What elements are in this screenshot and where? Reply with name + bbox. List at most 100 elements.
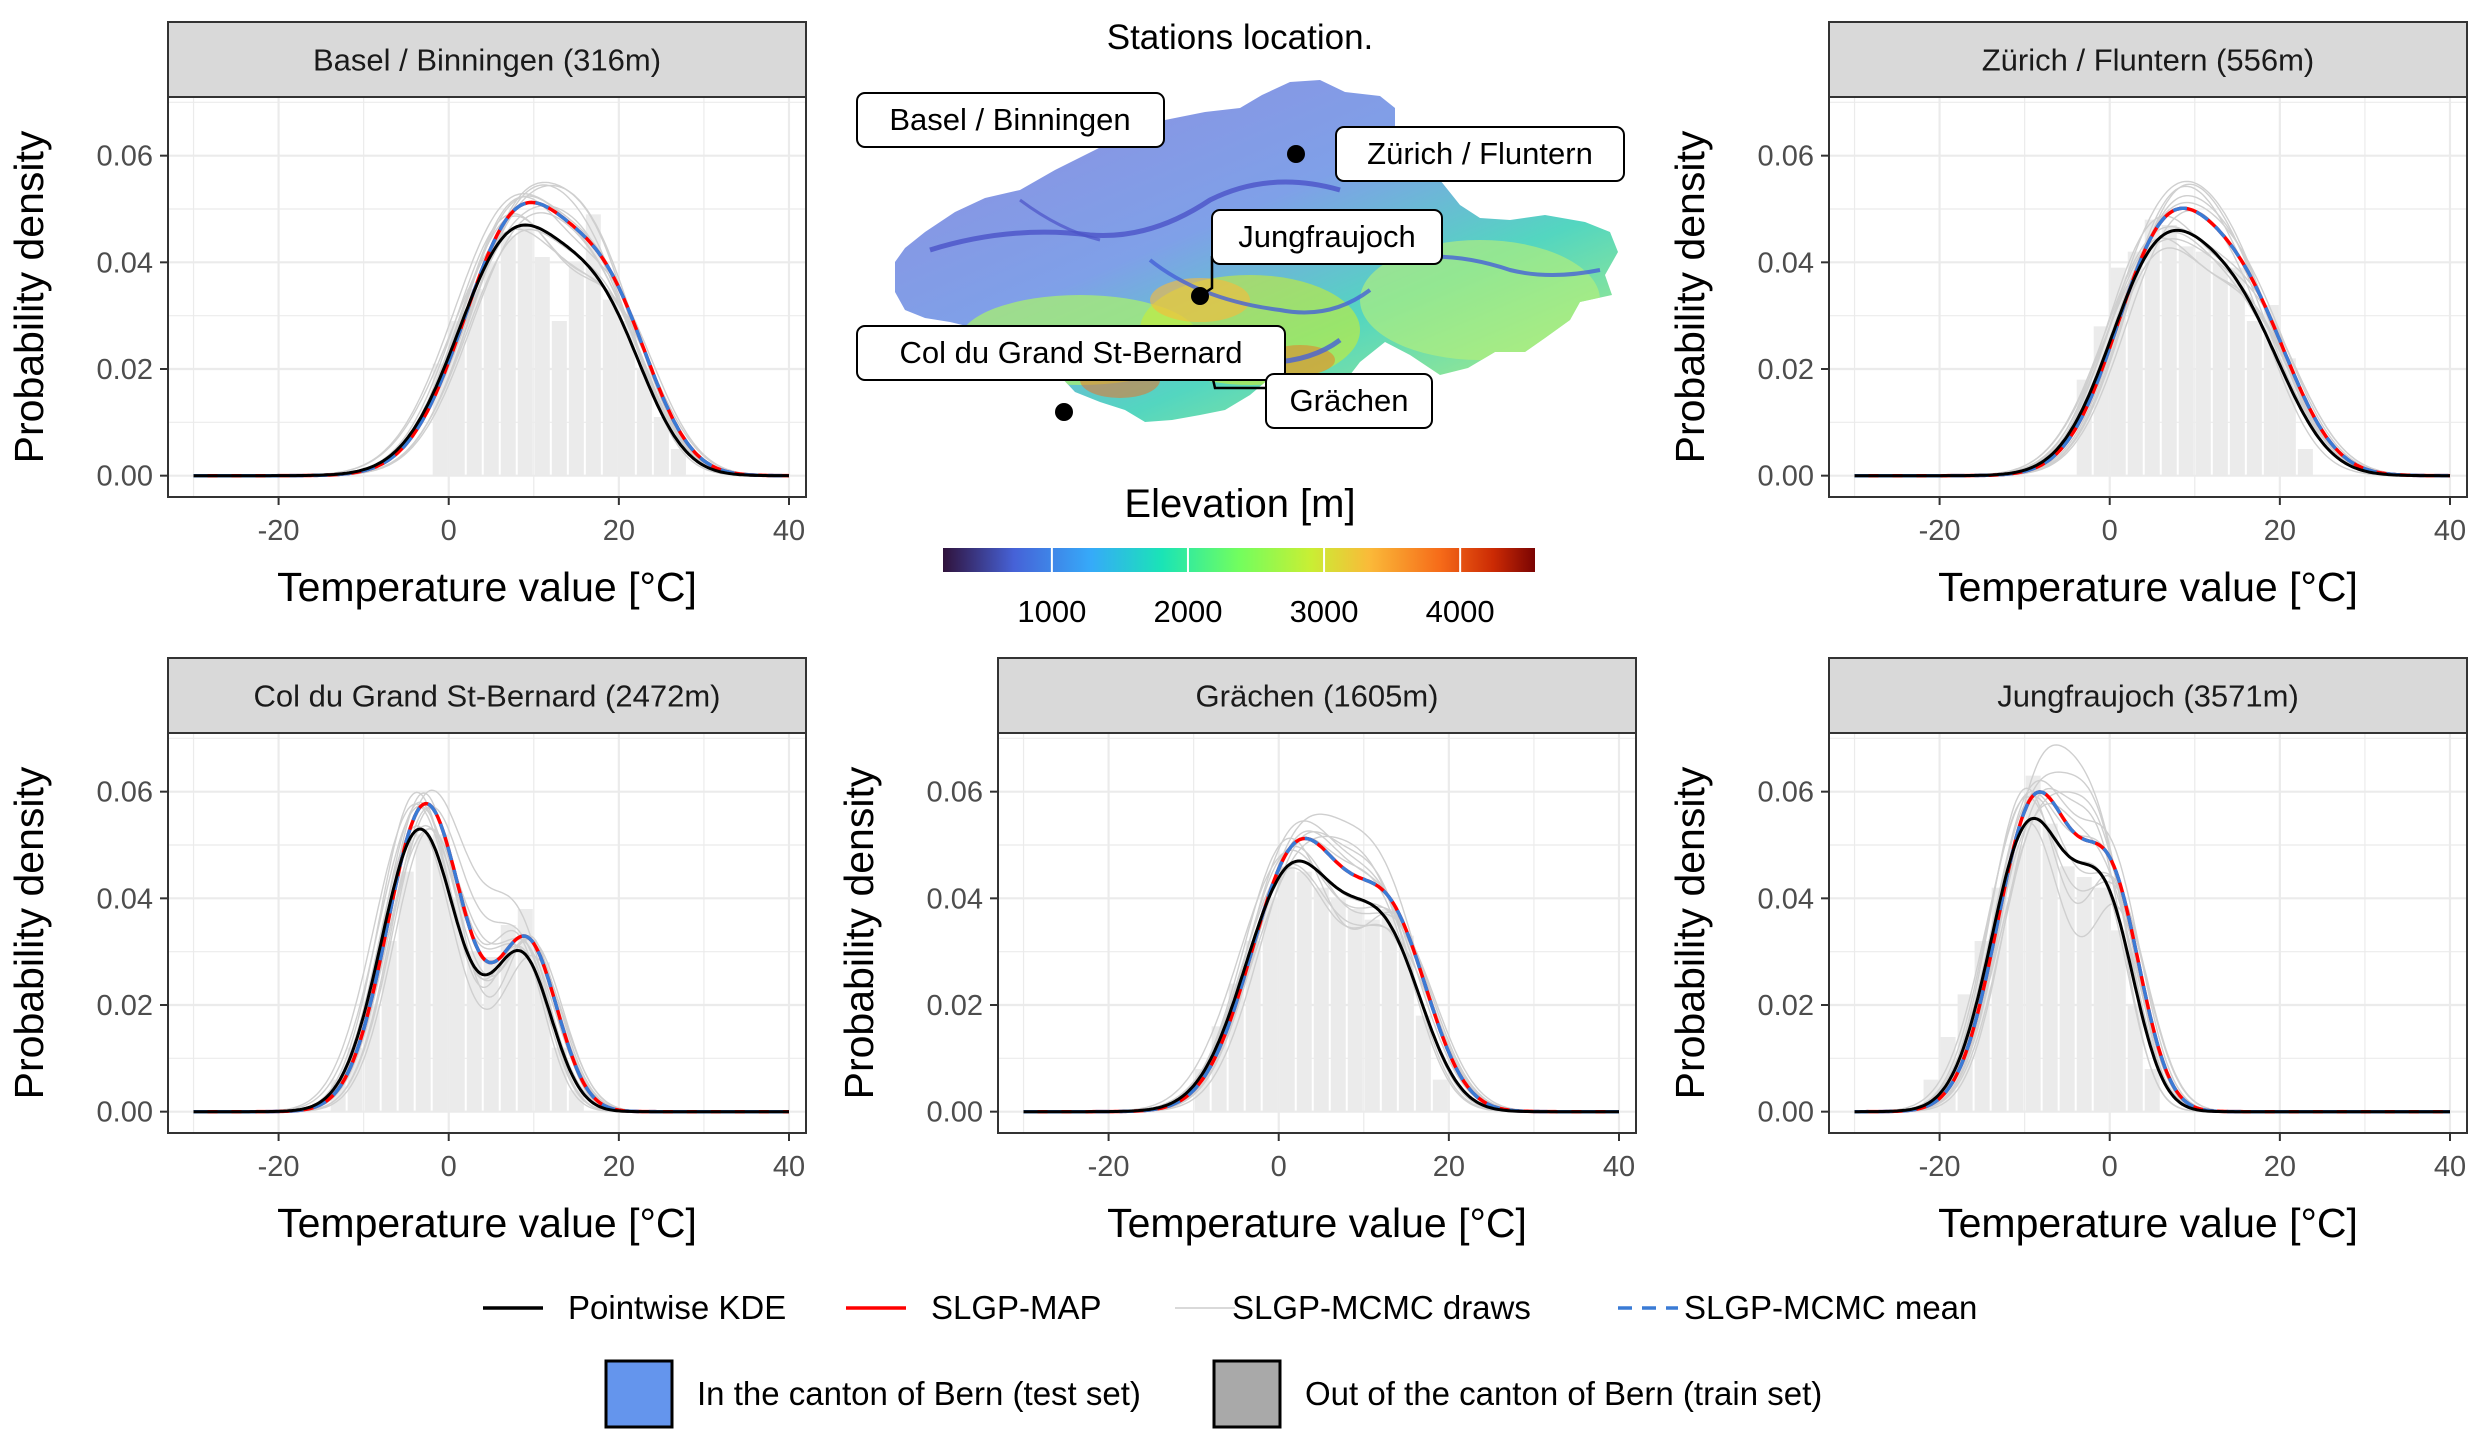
facet-panel: Col du Grand St-Bernard (2472m) -20 0 20 40 0…: [6, 657, 807, 1246]
histogram-bar: [653, 417, 669, 476]
panel-border: [167, 96, 807, 498]
y-tick-label: 0.00: [1758, 1097, 1814, 1129]
elevation-colorbar: [943, 548, 1535, 572]
y-tick-label: 0.04: [1758, 883, 1814, 915]
histogram-bar: [2144, 219, 2160, 476]
histogram-bar: [1313, 887, 1329, 1112]
histogram-bar: [1262, 898, 1278, 1112]
histogram-bar: [432, 834, 448, 1112]
y-tick-label: 0.04: [927, 883, 983, 915]
legend-label: SLGP-MAP: [931, 1289, 1102, 1326]
y-tick-label: 0.04: [97, 883, 153, 915]
station-label-text: Col du Grand St-Bernard: [900, 335, 1243, 370]
gridlines: [998, 733, 1636, 1133]
legend: Pointwise KDE SLGP-MAP SLGP-MCMC draws S…: [483, 1289, 1977, 1429]
legend-item-mcmc-draws: SLGP-MCMC draws: [1175, 1289, 1531, 1326]
station-point-zurich: [1287, 145, 1305, 163]
y-tick-label: 0.02: [1758, 990, 1814, 1022]
map-inset: Stations location.: [856, 18, 1625, 629]
facet-strip: [1828, 21, 2468, 98]
histogram-bar: [1381, 909, 1397, 1112]
histogram-bar: [2093, 887, 2109, 1112]
y-tick-label: 0.04: [97, 247, 153, 279]
facet-strip: [997, 657, 1637, 734]
y-tick-label: 0.06: [1758, 141, 1814, 173]
panel-border: [997, 732, 1637, 1134]
panel-border: [167, 732, 807, 1134]
y-axis-label: Probability density: [1667, 130, 1713, 463]
x-axis-label: Temperature value [°C]: [1107, 1200, 1527, 1246]
y-tick-label: 0.06: [927, 777, 983, 809]
facet-panel: Grächen (1605m) -20 0 20 40 0.00 0.02 0.04 0.06 T…: [836, 657, 1637, 1246]
x-tick-label: -20: [258, 1151, 300, 1183]
legend-item-test-set: In the canton of Bern (test set): [604, 1359, 1141, 1429]
x-tick-label: -20: [258, 515, 300, 547]
x-tick-label: 40: [2434, 1151, 2466, 1183]
y-tick-label: 0.06: [97, 141, 153, 173]
x-tick-label: -20: [1088, 1151, 1130, 1183]
legend-label: SLGP-MCMC mean: [1684, 1289, 1977, 1326]
kde-line: [1854, 816, 2450, 1114]
x-axis-label: Temperature value [°C]: [1938, 1200, 2358, 1246]
station-label-zurich: Zürich / Fluntern: [1335, 126, 1625, 182]
histogram-bar: [500, 235, 516, 476]
x-tick-label: 0: [2102, 1151, 2118, 1183]
kde-line: [193, 223, 790, 478]
y-tick-label: 0.06: [97, 777, 153, 809]
histogram: [432, 214, 686, 476]
kde-line: [1854, 228, 2450, 478]
facet-panel: Jungfraujoch (3571m) -20 0 20 40 0.00 0.02 0.04…: [1667, 657, 2468, 1246]
x-tick-label: 20: [1433, 1151, 1465, 1183]
legend-item-kde: Pointwise KDE: [483, 1289, 786, 1326]
histogram-bar: [2178, 246, 2194, 476]
facet-strip: [167, 21, 807, 98]
histogram-bar: [1398, 935, 1414, 1112]
station-label-jungfraujoch: Jungfraujoch: [1211, 209, 1443, 265]
axis-ticks: -20 0 20 40 0.00 0.02 0.04 0.06: [1758, 777, 2467, 1183]
facet-strip: [1828, 657, 2468, 734]
x-tick-label: 20: [2264, 1151, 2296, 1183]
station-label-text: Grächen: [1290, 383, 1409, 418]
colorbar-ticks: 1000 2000 3000 4000: [1017, 548, 1495, 629]
x-tick-label: 0: [1271, 1151, 1287, 1183]
histogram-bar: [2195, 251, 2211, 476]
histogram-bar: [449, 898, 465, 1112]
kde-line: [193, 827, 789, 1114]
histogram-bar: [500, 925, 516, 1112]
kde-line: [1023, 859, 1619, 1114]
histogram-bar: [619, 321, 635, 476]
histogram-bar: [568, 262, 584, 476]
histogram-bar: [636, 369, 652, 476]
histogram-bar: [1296, 871, 1312, 1112]
legend-item-train-set: Out of the canton of Bern (train set): [1212, 1359, 1822, 1429]
histogram-bar: [2076, 877, 2092, 1112]
histogram-bar: [2161, 225, 2177, 476]
histogram-bar: [2144, 1069, 2160, 1112]
facet-panels: Basel / Binningen (316m) -20 0 20 40 0.00 0.02…: [6, 21, 2468, 1246]
colorbar-tick-label: 2000: [1153, 594, 1222, 629]
legend-label: Out of the canton of Bern (train set): [1305, 1375, 1822, 1412]
histogram-bar: [602, 299, 618, 476]
histogram-bar: [2110, 930, 2126, 1112]
colorbar-title: Elevation [m]: [1124, 482, 1355, 526]
axis-ticks: -20 0 20 40 0.00 0.02 0.04 0.06: [1758, 141, 2467, 547]
station-label-basel: Basel / Binningen: [856, 92, 1165, 148]
histogram-bar: [534, 257, 550, 476]
histogram-bar: [466, 289, 482, 476]
x-tick-label: 20: [603, 515, 635, 547]
axis-ticks: -20 0 20 40 0.00 0.02 0.04 0.06: [97, 141, 806, 547]
colorbar-tick-label: 3000: [1290, 594, 1359, 629]
x-axis-label: Temperature value [°C]: [277, 1200, 697, 1246]
y-axis-label: Probability density: [836, 766, 882, 1099]
station-label-text: Jungfraujoch: [1238, 219, 1416, 254]
x-tick-label: 40: [1603, 1151, 1635, 1183]
facet-panel: Basel / Binningen (316m) -20 0 20 40 0.00 0.02…: [6, 21, 807, 610]
histogram-bar: [517, 225, 533, 476]
x-tick-label: 20: [603, 1151, 635, 1183]
histogram-bar: [1415, 1015, 1431, 1112]
station-label-grachen: Grächen: [1265, 373, 1433, 429]
y-tick-label: 0.00: [97, 461, 153, 493]
map-title: Stations location.: [1107, 18, 1374, 57]
legend-label: Pointwise KDE: [568, 1289, 786, 1326]
